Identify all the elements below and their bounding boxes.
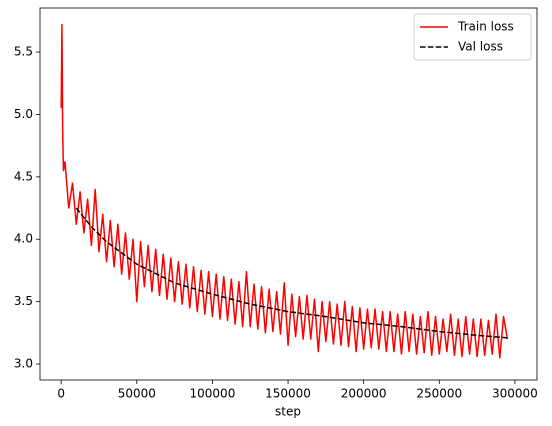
x-tick-label: 0 xyxy=(57,387,65,401)
y-tick-label: 5.5 xyxy=(14,45,33,59)
y-tick-label: 4.0 xyxy=(14,232,33,246)
series-line xyxy=(60,23,509,359)
legend-label: Train loss xyxy=(457,20,514,34)
x-tick-label: 200000 xyxy=(341,387,387,401)
series-line xyxy=(75,207,508,339)
x-tick-label: 250000 xyxy=(416,387,462,401)
y-tick-label: 3.5 xyxy=(14,294,33,308)
legend-box xyxy=(413,13,532,61)
y-tick-label: 5.0 xyxy=(14,107,33,121)
x-tick-label: 300000 xyxy=(492,387,538,401)
legend-label: Val loss xyxy=(458,40,503,54)
x-tick-label: 100000 xyxy=(190,387,236,401)
axes-frame xyxy=(39,7,538,381)
y-tick-label: 4.5 xyxy=(14,169,33,183)
x-tick-label: 150000 xyxy=(265,387,311,401)
y-tick-label: 3.0 xyxy=(14,357,33,371)
x-axis-label: step xyxy=(275,405,301,419)
x-tick-label: 50000 xyxy=(118,387,156,401)
